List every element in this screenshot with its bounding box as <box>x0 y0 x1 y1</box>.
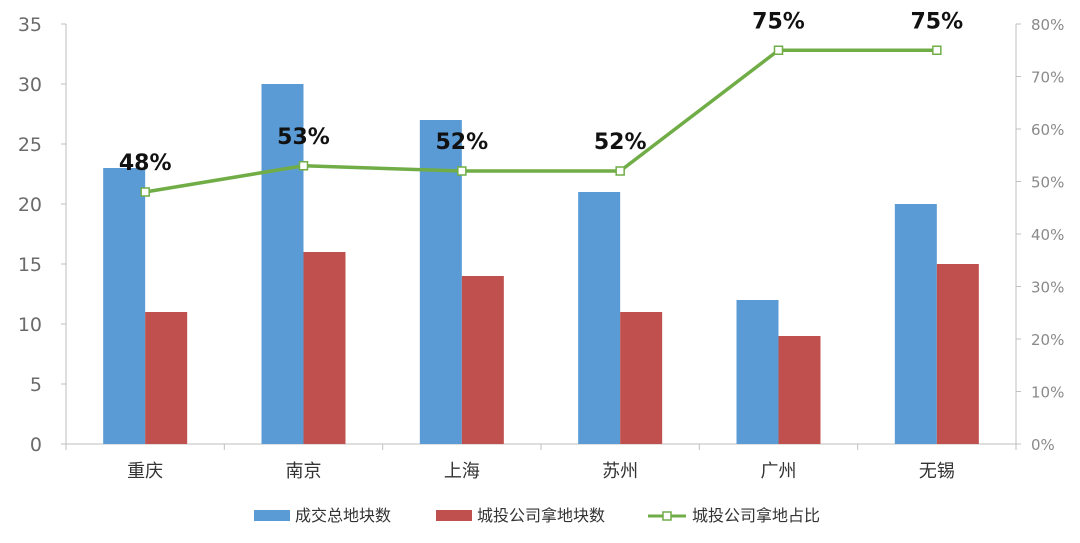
y-right-tick-label: 20% <box>1031 331 1064 349</box>
y-left-tick-label: 30 <box>18 74 42 96</box>
legend: 成交总地块数 城投公司拿地块数 城投公司拿地占比 <box>254 506 820 525</box>
y-left-tick-label: 20 <box>18 194 42 216</box>
x-category-label: 南京 <box>286 461 322 482</box>
bar-total-plots-0 <box>103 168 146 444</box>
bar-total-plots-5 <box>894 204 937 444</box>
data-label-ratio: 48% <box>119 151 172 176</box>
x-category-label: 苏州 <box>602 461 638 482</box>
bar-total-plots-4 <box>736 300 779 444</box>
line-ratio-point-5 <box>932 45 942 55</box>
line-ratio-point-3 <box>615 166 625 176</box>
data-label-ratio: 52% <box>435 130 488 155</box>
bar-chengtou-plots-0 <box>145 312 188 444</box>
y-left-tick-label: 0 <box>30 434 42 456</box>
line-ratio-point-4 <box>773 45 784 55</box>
y-left-tick-label: 15 <box>18 254 42 276</box>
data-label-ratio: 75% <box>752 9 805 34</box>
data-label-ratio: 52% <box>594 130 647 155</box>
y-right-tick-label: 40% <box>1031 226 1064 244</box>
bar-chengtou-plots-3 <box>620 312 663 444</box>
y-right-tick-label: 0% <box>1031 436 1055 454</box>
y-right-tick-label: 80% <box>1031 16 1064 34</box>
y-left-tick-label: 35 <box>18 14 42 36</box>
x-category-label: 重庆 <box>127 461 163 482</box>
line-ratio-point-0 <box>140 187 150 197</box>
line-ratio-point-2 <box>457 166 467 176</box>
data-label-ratio: 53% <box>277 125 330 150</box>
legend-label-total-plots: 成交总地块数 <box>295 506 391 525</box>
y-right-tick-label: 30% <box>1031 279 1064 297</box>
y-right-tick-label: 50% <box>1031 174 1064 192</box>
line-ratio-series <box>144 48 937 194</box>
y-right-tick-label: 10% <box>1031 384 1064 402</box>
bar-chengtou-plots-5 <box>936 264 979 444</box>
x-category-label: 无锡 <box>919 461 955 482</box>
axes-layer: 0 5 10 15 20 25 30 35 0% 10% 20% 30% 40% 50% 60% 70% 80% <box>18 14 1065 456</box>
legend-label-chengtou-plots: 城投公司拿地块数 <box>477 506 605 525</box>
x-category-label: 上海 <box>444 461 480 482</box>
bar-total-plots-2 <box>419 120 462 444</box>
y-right-tick-label: 60% <box>1031 121 1064 139</box>
bars-layer <box>103 84 979 444</box>
bar-total-plots-1 <box>261 84 304 444</box>
legend-label-ratio: 城投公司拿地占比 <box>692 506 820 525</box>
legend-marker-ratio <box>662 511 672 521</box>
legend-swatch-total-plots <box>254 510 290 521</box>
bar-total-plots-3 <box>578 192 621 444</box>
labels-layer: 重庆 南京 上海 苏州 广州 无锡 48% 53% 52% 52% 75% 75% <box>119 9 963 482</box>
bar-chengtou-plots-1 <box>303 252 346 444</box>
line-layer <box>140 45 942 197</box>
x-category-label: 广州 <box>761 461 797 482</box>
line-ratio-point-1 <box>298 161 309 171</box>
bar-chengtou-plots-2 <box>461 276 504 444</box>
legend-swatch-chengtou-plots <box>436 510 472 521</box>
y-left-tick-label: 5 <box>30 374 42 396</box>
y-left-tick-label: 25 <box>18 134 42 156</box>
bar-chengtou-plots-4 <box>778 336 821 444</box>
data-label-ratio: 75% <box>910 9 963 34</box>
y-left-tick-label: 10 <box>18 314 42 336</box>
y-right-tick-label: 70% <box>1031 69 1064 87</box>
